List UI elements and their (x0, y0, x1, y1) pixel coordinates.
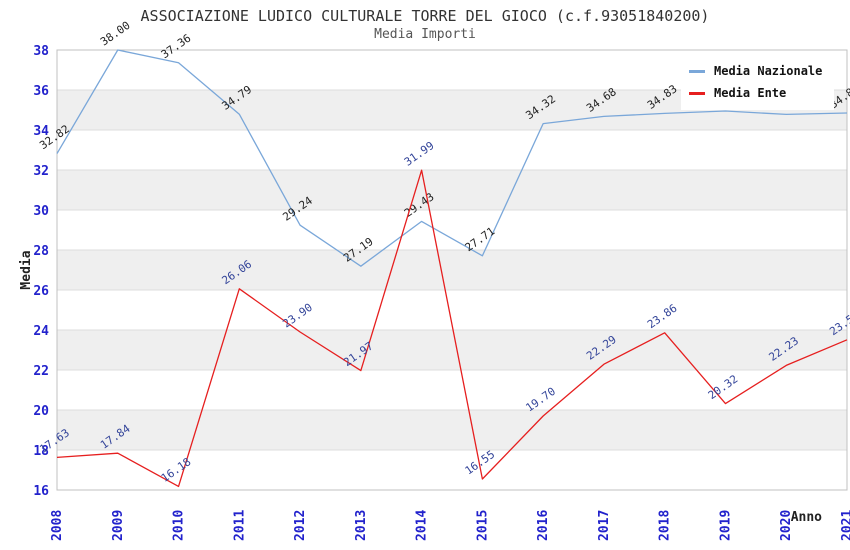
y-tick-label: 36 (33, 84, 49, 99)
x-tick-label: 2019 (718, 510, 733, 541)
media-ente-line (56, 169, 848, 488)
y-tick-label: 32 (33, 164, 49, 179)
media-ente-point-label: 23.90 (280, 301, 315, 331)
x-tick-label: 2014 (415, 510, 430, 541)
x-tick-label: 2011 (232, 510, 247, 541)
media-ente-point-label: 16.55 (463, 448, 498, 478)
media-nazionale-point-label: 38.00 (98, 19, 133, 49)
y-tick-label: 24 (33, 324, 49, 339)
x-tick-label: 2018 (658, 510, 673, 541)
x-tick-label: 2009 (111, 510, 126, 541)
media-nazionale-line (56, 49, 848, 267)
y-tick-label: 28 (33, 244, 49, 259)
legend-item-media-ente: Media Ente (689, 82, 822, 104)
media-ente-swatch-icon (689, 91, 705, 95)
y-tick-label: 26 (33, 284, 49, 299)
x-tick-label: 2020 (779, 510, 794, 541)
legend-label-media-ente: Media Ente (714, 86, 787, 100)
legend: Media Nazionale Media Ente (681, 55, 835, 110)
x-axis-label: Anno (791, 510, 822, 525)
y-axis-label: Media (19, 250, 34, 289)
plot-band (57, 410, 847, 450)
y-tick-label: 38 (33, 44, 49, 59)
chart-subtitle: Media Importi (374, 27, 476, 42)
x-tick-label: 2013 (354, 510, 369, 541)
x-tick-label: 2010 (172, 510, 187, 541)
y-tick-label: 30 (33, 204, 49, 219)
plot-band (57, 170, 847, 210)
media-nazionale-swatch-icon (689, 69, 705, 73)
media-ente-point-label: 31.99 (402, 139, 437, 169)
media-nazionale-point-label: 37.36 (159, 32, 194, 62)
x-tick-label: 2021 (840, 510, 850, 541)
y-tick-label: 20 (33, 404, 49, 419)
y-tick-label: 22 (33, 364, 49, 379)
plot-band (57, 330, 847, 370)
plot-band (57, 250, 847, 290)
y-tick-label: 16 (33, 484, 49, 499)
media-ente-point-label: 23.86 (645, 302, 680, 332)
x-tick-label: 2008 (50, 510, 65, 541)
x-tick-label: 2017 (597, 510, 612, 541)
y-tick-label: 34 (33, 124, 49, 139)
legend-item-media-nazionale: Media Nazionale (689, 60, 822, 82)
chart-title: ASSOCIAZIONE LUDICO CULTURALE TORRE DEL … (140, 7, 710, 25)
y-tick-label: 18 (33, 444, 49, 459)
plot-frame (56, 49, 848, 491)
x-tick-label: 2015 (475, 510, 490, 541)
x-tick-label: 2012 (293, 510, 308, 541)
legend-label-media-nazionale: Media Nazionale (714, 64, 823, 78)
x-tick-label: 2016 (536, 510, 551, 541)
media-ente-point-label: 16.18 (159, 455, 194, 485)
